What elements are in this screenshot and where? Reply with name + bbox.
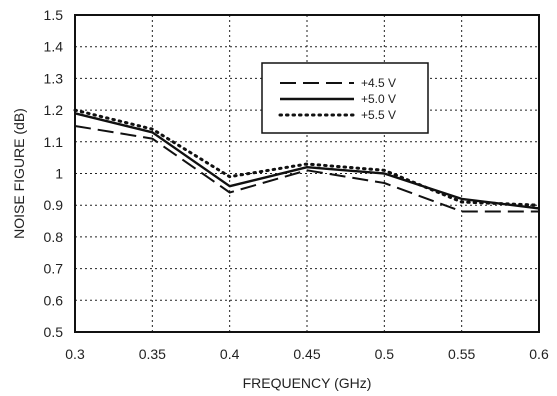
y-tick-label: 1.4 <box>44 39 64 55</box>
y-tick-label: 1.2 <box>44 102 64 118</box>
y-axis-ticks: 0.5 0.6 0.7 0.8 0.9 1 1.1 1.2 1.3 1.4 1.5 <box>44 7 64 340</box>
legend-label: +5.0 V <box>361 92 396 106</box>
y-tick-label: 0.9 <box>44 197 64 213</box>
legend-label: +4.5 V <box>361 76 396 90</box>
y-tick-label: 0.5 <box>44 324 64 340</box>
series-line-dashed <box>74 125 539 213</box>
x-tick-label: 0.5 <box>375 346 395 362</box>
y-tick-label: 0.6 <box>44 292 64 308</box>
legend-entries: +4.5 V +5.0 V +5.5 V <box>278 76 396 122</box>
y-tick-label: 1.5 <box>44 7 64 23</box>
x-axis-title: FREQUENCY (GHz) <box>243 375 372 391</box>
y-tick-label: 1 <box>55 166 63 182</box>
y-tick-label: 1.1 <box>44 134 64 150</box>
y-tick-label: 0.8 <box>44 229 64 245</box>
x-axis-ticks: 0.3 0.35 0.4 0.45 0.5 0.55 0.6 <box>65 346 549 362</box>
series-line-solid <box>74 112 540 210</box>
y-axis-title: NOISE FIGURE (dB) <box>11 108 27 239</box>
plot-frame <box>74 14 540 333</box>
y-tick-label: 1.3 <box>44 70 64 86</box>
y-tick-label: 0.7 <box>44 261 64 277</box>
legend-label: +5.5 V <box>361 108 396 122</box>
series-lines <box>73 108 541 213</box>
x-tick-label: 0.45 <box>293 346 320 362</box>
x-tick-label: 0.4 <box>220 346 240 362</box>
x-tick-label: 0.3 <box>65 346 85 362</box>
x-tick-label: 0.55 <box>448 346 475 362</box>
x-tick-label: 0.6 <box>529 346 549 362</box>
x-tick-label: 0.35 <box>139 346 166 362</box>
series-line-dotted <box>73 108 541 207</box>
